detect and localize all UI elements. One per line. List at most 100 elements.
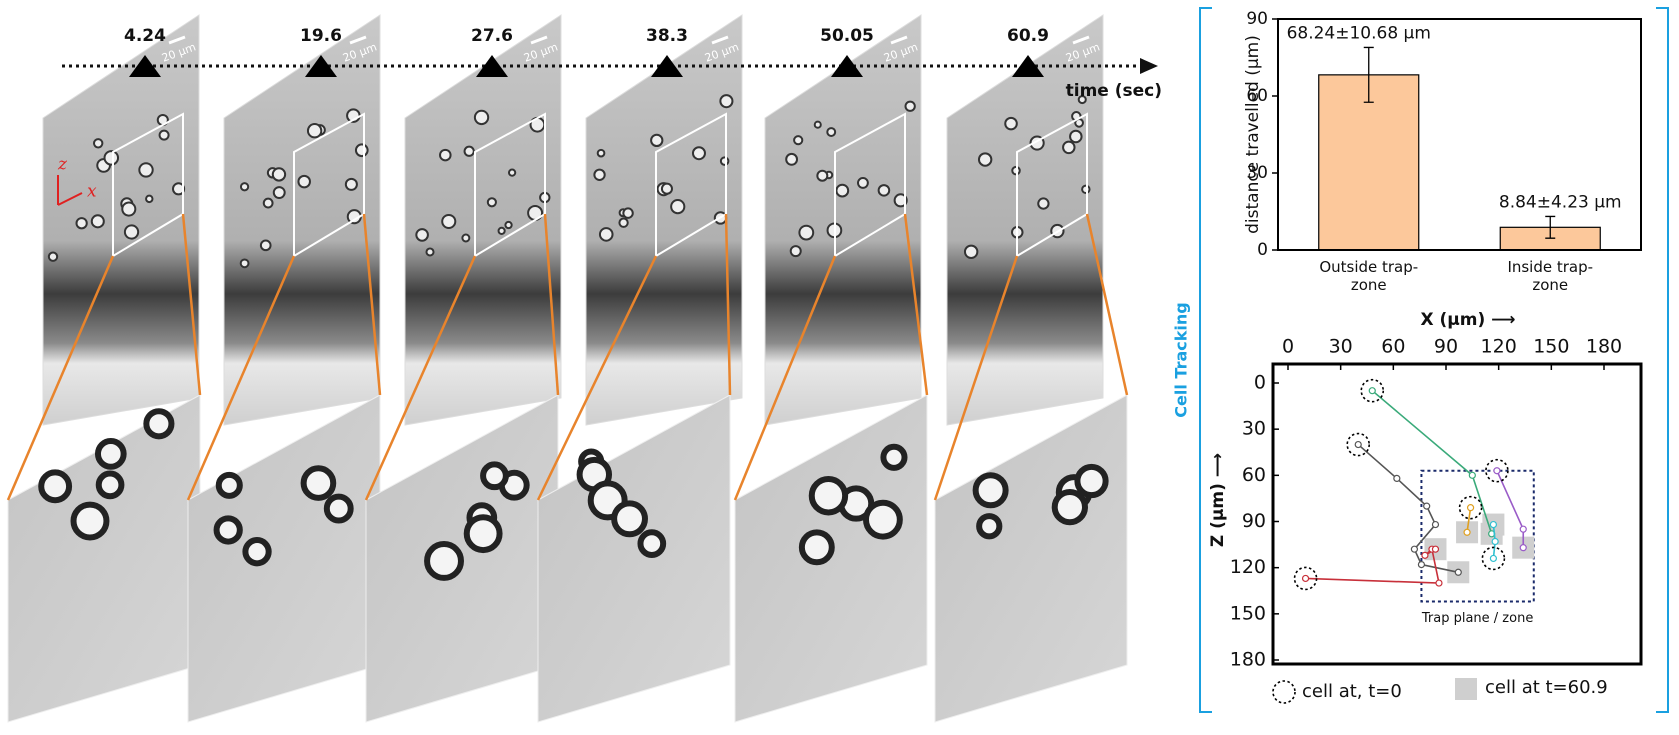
value-label: 68.24±10.68 μm	[1287, 23, 1431, 43]
figure: Cell Tracking 20 μm20 μm20 μm20 μm20 μm2…	[0, 0, 1679, 735]
track-point	[1411, 546, 1417, 552]
cell	[799, 226, 813, 240]
cell	[426, 248, 433, 255]
zoomed-cell	[245, 540, 268, 563]
cell	[594, 170, 604, 180]
y-tick-label: 120	[1230, 556, 1266, 578]
legend-swatch	[1455, 678, 1477, 700]
cell	[499, 228, 505, 234]
zoomed-cell	[614, 503, 645, 534]
y-axis-label: distance travelled (μm)	[1243, 35, 1263, 234]
zoomed-cell	[99, 473, 122, 496]
zoomed-cell	[217, 518, 240, 541]
cell	[671, 200, 684, 213]
cell	[1082, 186, 1089, 193]
y-axis-label: Z (μm) ⟶	[1208, 453, 1228, 547]
axis-z: z	[57, 155, 68, 175]
track-point	[1490, 522, 1496, 528]
cell	[346, 179, 357, 190]
cell	[906, 102, 915, 111]
cell	[442, 215, 455, 228]
zoomed-cell	[467, 517, 500, 550]
time-label: 38.3	[646, 26, 688, 46]
cell	[817, 171, 827, 181]
y-tick-label: 90	[1242, 510, 1266, 532]
cell	[1038, 198, 1048, 208]
time-label: 27.6	[471, 26, 513, 46]
cell	[273, 168, 285, 180]
cell	[274, 187, 285, 198]
cell	[475, 111, 488, 124]
x-tick-label: 30	[1329, 336, 1353, 358]
x-tick-label: 120	[1481, 336, 1517, 358]
cell	[827, 128, 835, 136]
track-point	[1303, 575, 1309, 581]
cell	[1005, 118, 1017, 130]
y-tick-label: 150	[1230, 602, 1266, 624]
cell	[241, 259, 249, 267]
x-tick-label: Outside trap-zone	[1319, 258, 1418, 294]
zoomed-cell	[427, 544, 461, 578]
x-tick-label: 150	[1533, 336, 1569, 358]
cell	[440, 150, 451, 161]
x-tick-label: 180	[1586, 336, 1622, 358]
zoomed-cell	[640, 532, 663, 555]
zoomed-cell	[74, 505, 107, 538]
cell	[858, 178, 868, 188]
x-axis-label: X (μm) ⟶	[1420, 310, 1515, 330]
y-tick-label: 180	[1230, 649, 1266, 671]
legend-swatch	[1273, 681, 1295, 703]
cell	[1063, 142, 1074, 153]
zoomed-cell	[146, 411, 171, 436]
y-tick-label: 30	[1242, 418, 1266, 440]
time-label: 50.05	[820, 26, 874, 46]
track	[1372, 391, 1491, 534]
cell	[77, 218, 87, 228]
cell	[600, 228, 613, 241]
cell	[146, 196, 152, 202]
track-point	[1464, 529, 1470, 535]
track-point	[1424, 503, 1430, 509]
cell	[662, 184, 672, 194]
cell	[619, 219, 627, 227]
zoomed-cell	[219, 475, 240, 496]
track-point	[1432, 546, 1438, 552]
cell	[298, 176, 310, 188]
cell	[462, 235, 469, 242]
y-tick-label: 0	[1257, 240, 1268, 260]
timeline-label: time (sec)	[1066, 81, 1162, 101]
x-tick-label: Inside trap-zone	[1507, 258, 1593, 294]
side-label: Cell Tracking	[1172, 302, 1191, 417]
cell	[241, 183, 248, 190]
time-label: 60.9	[1007, 26, 1049, 46]
track-point	[1355, 442, 1361, 448]
track-point	[1520, 545, 1526, 551]
y-tick-label: 90	[1246, 9, 1268, 29]
zoomed-cell	[812, 479, 845, 512]
zoomed-cell	[304, 468, 334, 498]
time-label: 19.6	[300, 26, 342, 46]
cell	[1070, 131, 1081, 142]
legend-label: cell at t=60.9	[1485, 677, 1608, 698]
cell	[693, 147, 705, 159]
track-point	[1418, 562, 1424, 568]
cell	[794, 136, 802, 144]
x-tick-label: 60	[1381, 336, 1405, 358]
zoom-panel	[538, 395, 730, 722]
track-point	[1468, 505, 1474, 511]
cell	[356, 144, 368, 156]
zoomed-cell	[483, 464, 506, 487]
zoomed-cell	[327, 497, 351, 521]
timeline-arrow	[1140, 58, 1158, 74]
track-point	[1369, 388, 1375, 394]
track-point	[1436, 580, 1442, 586]
zoomed-cell	[979, 516, 999, 536]
track-point	[1432, 522, 1438, 528]
value-label: 8.84±4.23 μm	[1499, 192, 1622, 212]
y-tick-label: 60	[1242, 464, 1266, 486]
cell	[720, 95, 732, 107]
zoomed-cell	[976, 475, 1006, 505]
cell	[815, 122, 821, 128]
cell	[308, 124, 321, 137]
cell	[122, 203, 135, 216]
